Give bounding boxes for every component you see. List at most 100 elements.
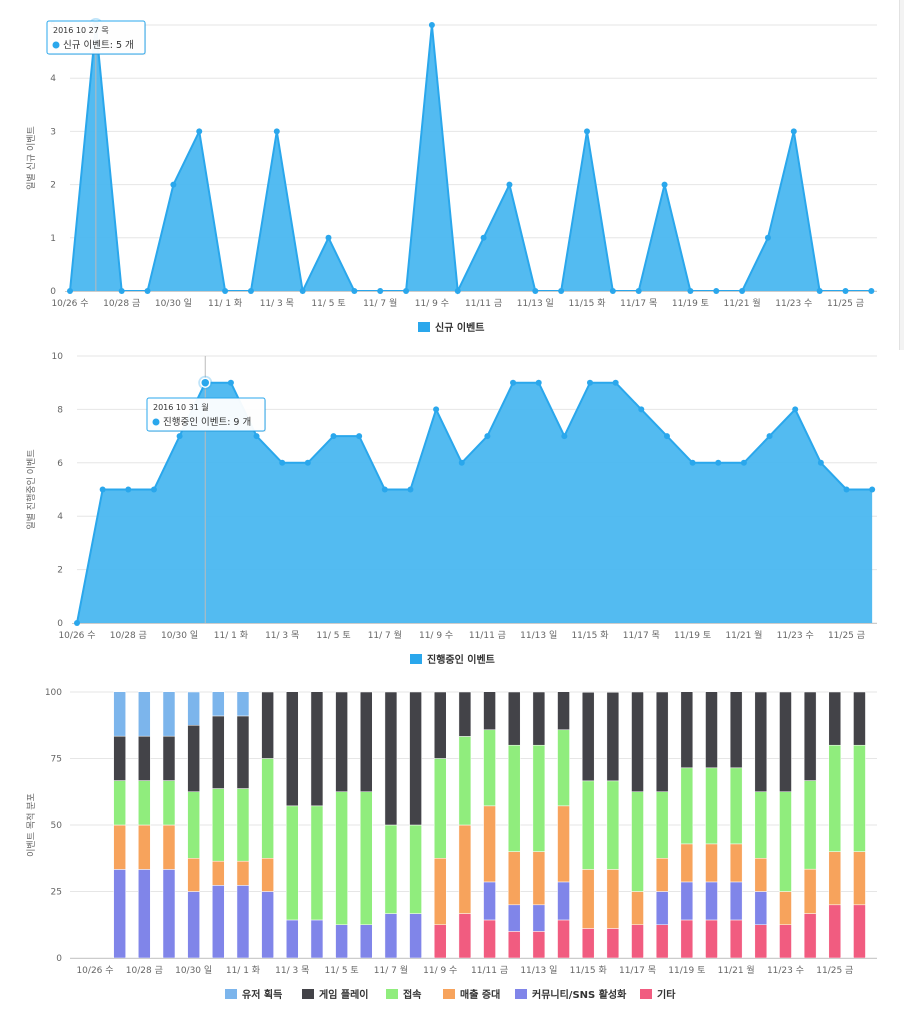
purpose-legend-swatch[interactable] (640, 989, 652, 999)
new-events-data-point[interactable] (118, 288, 125, 294)
purpose-bar-segment[interactable] (384, 913, 398, 959)
ongoing-events-data-point[interactable] (612, 379, 619, 386)
purpose-bar-segment[interactable] (581, 692, 595, 782)
purpose-bar-segment[interactable] (705, 881, 718, 921)
purpose-bar-segment[interactable] (162, 735, 176, 781)
purpose-bar-segment[interactable] (138, 824, 151, 870)
purpose-bar-segment[interactable] (532, 931, 546, 959)
purpose-legend-label[interactable]: 커뮤니티/SNS 활성화 (532, 988, 627, 1001)
purpose-bar-segment[interactable] (360, 791, 373, 925)
purpose-bar-segment[interactable] (803, 913, 817, 959)
ongoing-events-data-point[interactable] (99, 486, 106, 493)
purpose-bar-segment[interactable] (236, 691, 250, 717)
ongoing-events-data-point[interactable] (663, 433, 670, 440)
purpose-bar-segment[interactable] (803, 691, 817, 781)
purpose-bar-segment[interactable] (187, 691, 200, 726)
purpose-bar-segment[interactable] (187, 791, 200, 859)
purpose-bar-segment[interactable] (754, 891, 768, 925)
new-events-legend-label[interactable]: 신규 이벤트 (435, 321, 484, 334)
purpose-bar-segment[interactable] (335, 791, 348, 925)
purpose-bar-segment[interactable] (581, 869, 595, 929)
ongoing-events-data-point[interactable] (817, 459, 824, 466)
new-events-data-point[interactable] (739, 288, 746, 294)
new-events-data-point[interactable] (273, 128, 280, 135)
purpose-bar-segment[interactable] (606, 780, 620, 870)
ongoing-events-data-point[interactable] (381, 486, 388, 493)
purpose-bar-segment[interactable] (729, 919, 743, 959)
purpose-bar-segment[interactable] (483, 919, 496, 959)
new-events-data-point[interactable] (428, 22, 435, 28)
ongoing-events-data-point[interactable] (279, 459, 286, 466)
new-events-data-point[interactable] (299, 288, 306, 294)
purpose-bar-segment[interactable] (113, 691, 126, 737)
purpose-bar-segment[interactable] (335, 691, 348, 792)
purpose-bar-segment[interactable] (606, 869, 620, 929)
purpose-bar-segment[interactable] (187, 858, 200, 892)
ongoing-events-data-point[interactable] (74, 620, 80, 626)
ongoing-events-data-point[interactable] (740, 459, 747, 466)
ongoing-events-data-point[interactable] (407, 486, 414, 493)
ongoing-events-hover-point[interactable] (200, 377, 211, 388)
purpose-legend-swatch[interactable] (302, 989, 314, 999)
purpose-bar-segment[interactable] (162, 869, 176, 959)
purpose-bar-segment[interactable] (631, 791, 644, 892)
purpose-bar-segment[interactable] (384, 691, 398, 826)
ongoing-events-data-point[interactable] (587, 379, 593, 386)
new-events-data-point[interactable] (325, 234, 332, 241)
purpose-bar-segment[interactable] (360, 924, 373, 959)
purpose-bar-segment[interactable] (532, 851, 546, 906)
purpose-bar-segment[interactable] (803, 868, 817, 914)
new-events-data-point[interactable] (144, 288, 151, 294)
purpose-bar-segment[interactable] (631, 691, 644, 792)
new-events-data-point[interactable] (196, 128, 203, 135)
purpose-bar-segment[interactable] (138, 735, 151, 781)
purpose-bar-segment[interactable] (557, 729, 570, 807)
purpose-bar-segment[interactable] (433, 858, 447, 925)
new-events-data-point[interactable] (790, 128, 797, 135)
new-events-data-point[interactable] (764, 234, 771, 241)
purpose-bar-segment[interactable] (729, 767, 743, 845)
purpose-bar-segment[interactable] (433, 691, 447, 759)
new-events-data-point[interactable] (532, 288, 539, 294)
purpose-legend-label[interactable]: 매출 증대 (460, 988, 500, 1001)
purpose-bar-segment[interactable] (853, 691, 866, 746)
new-events-data-point[interactable] (609, 288, 616, 294)
purpose-bar-segment[interactable] (409, 824, 422, 914)
purpose-bar-segment[interactable] (655, 858, 669, 892)
ongoing-events-legend-label[interactable]: 진행중인 이벤트 (427, 653, 495, 666)
purpose-bar-segment[interactable] (507, 931, 521, 959)
purpose-bar-segment[interactable] (483, 691, 496, 731)
new-events-legend-swatch[interactable] (418, 322, 430, 332)
purpose-bar-segment[interactable] (483, 881, 496, 921)
ongoing-events-data-point[interactable] (792, 406, 799, 413)
new-events-data-point[interactable] (67, 288, 73, 294)
purpose-bar-segment[interactable] (433, 758, 447, 859)
purpose-bar-segment[interactable] (705, 919, 718, 959)
purpose-bar-segment[interactable] (261, 891, 274, 959)
purpose-bar-segment[interactable] (754, 691, 768, 792)
ongoing-events-data-point[interactable] (535, 379, 542, 386)
purpose-bar-segment[interactable] (261, 758, 274, 859)
ongoing-events-data-point[interactable] (433, 406, 440, 413)
purpose-bar-segment[interactable] (236, 788, 250, 862)
purpose-bar-segment[interactable] (729, 881, 743, 921)
purpose-bar-segment[interactable] (631, 924, 644, 959)
purpose-bar-segment[interactable] (729, 691, 743, 769)
purpose-bar-segment[interactable] (236, 860, 250, 886)
new-events-data-point[interactable] (506, 181, 513, 188)
purpose-bar-segment[interactable] (286, 919, 299, 959)
purpose-bar-segment[interactable] (162, 824, 176, 870)
purpose-bar-segment[interactable] (286, 691, 299, 807)
purpose-bar-segment[interactable] (507, 744, 521, 852)
ongoing-events-data-point[interactable] (356, 433, 363, 440)
purpose-legend-swatch[interactable] (225, 989, 237, 999)
purpose-bar-segment[interactable] (655, 924, 669, 959)
purpose-bar-segment[interactable] (261, 858, 274, 892)
new-events-data-point[interactable] (170, 181, 177, 188)
purpose-bar-segment[interactable] (507, 904, 521, 932)
purpose-bar-segment[interactable] (779, 691, 792, 792)
purpose-bar-segment[interactable] (532, 904, 546, 932)
purpose-bar-segment[interactable] (606, 692, 620, 782)
purpose-bar-segment[interactable] (310, 805, 324, 921)
new-events-data-point[interactable] (635, 288, 642, 294)
